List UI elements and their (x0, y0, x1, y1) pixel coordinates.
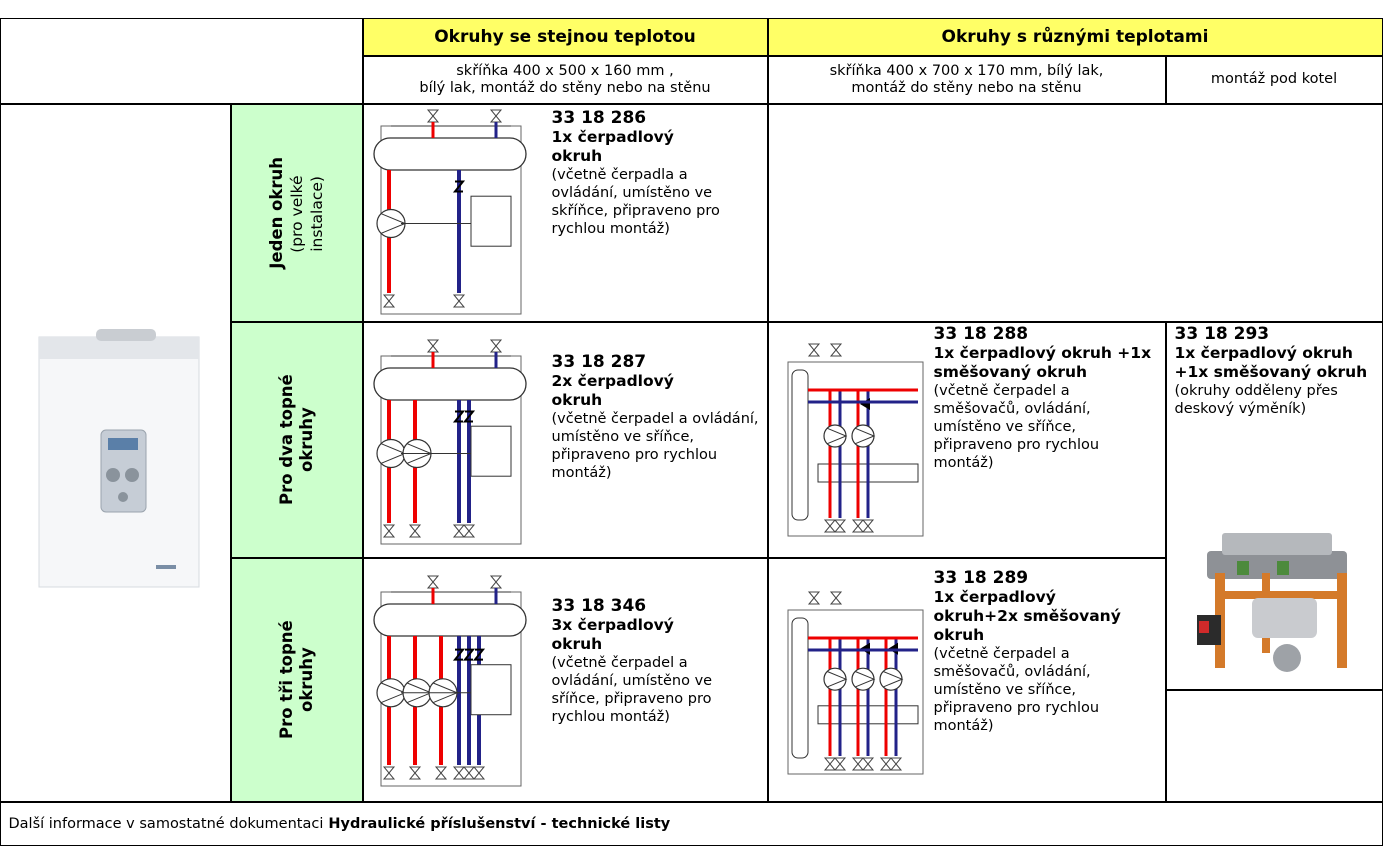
product-code: 33 18 287 (552, 353, 762, 372)
row-label-cell: Pro dva topné okruhy (231, 322, 363, 558)
schematic (778, 588, 928, 778)
note-line: bílý lak, montáž do stěny nebo na stěnu (419, 80, 710, 97)
product-description: (včetně čerpadel a směšovačů, ovládání, … (934, 645, 1159, 735)
pump (824, 425, 846, 447)
row-label: Pro dva topné okruhy (277, 365, 317, 515)
product-cell: 33 18 293 1x čerpadlový okruh +1x směšov… (1166, 322, 1383, 690)
page: Okruhy se stejnou teplotou Okruhy s různ… (0, 0, 1385, 848)
product-description: (včetně čerpadel a ovládání, umístěno ve… (552, 654, 757, 726)
boiler-image (1, 105, 232, 803)
control-box (471, 196, 511, 246)
product-title: 1x čerpadlový okruh+2x směšovaný okruh (934, 588, 1134, 645)
pump (852, 668, 874, 690)
footer-text: Další informace v samostatné dokumentaci (9, 816, 324, 832)
row-label-cell: Pro tři topné okruhy (231, 558, 363, 802)
valve (809, 344, 819, 356)
product-title: 3x čerpadlový okruh (552, 616, 702, 654)
product-title: 2x čerpadlový okruh (552, 372, 702, 410)
control-box (471, 426, 511, 476)
product: 33 18 288 1x čerpadlový okruh +1x směšov… (934, 325, 1164, 472)
product-code: 33 18 288 (934, 325, 1164, 344)
pump (824, 668, 846, 690)
product: 33 18 286 1x čerpadlový okruh (včetně če… (552, 109, 752, 238)
control-box (471, 665, 511, 715)
valve (491, 576, 501, 588)
schematic (371, 338, 531, 548)
valve (831, 344, 841, 356)
pump (852, 425, 874, 447)
product-code: 33 18 289 (934, 569, 1164, 588)
footer-link-text: Hydraulické příslušenství - technické li… (328, 816, 670, 832)
product-photo (1167, 323, 1384, 691)
empty-cell (1166, 690, 1383, 802)
valve (491, 110, 501, 122)
product: 33 18 287 2x čerpadlový okruh (včetně če… (552, 353, 762, 482)
product-title: 1x čerpadlový okruh (552, 128, 702, 166)
note-line: skříňka 400 x 700 x 170 mm, bílý lak, (830, 63, 1104, 80)
header-diff-temp: Okruhy s různými teplotami (768, 18, 1383, 56)
note-line: skříňka 400 x 500 x 160 mm , (456, 63, 673, 80)
same-temp-note: skříňka 400 x 500 x 160 mm , bílý lak, m… (363, 56, 768, 104)
valve (428, 110, 438, 122)
valve (428, 340, 438, 352)
under-boiler-note: montáž pod kotel (1166, 56, 1383, 104)
empty-cell (768, 104, 1383, 322)
product-code: 33 18 346 (552, 597, 762, 616)
row-label: Jeden okruh (267, 157, 287, 269)
valve (809, 592, 819, 604)
schematic (371, 108, 531, 318)
valve (831, 592, 841, 604)
schematic (778, 340, 928, 540)
note-line: montáž do stěny nebo na stěnu (851, 80, 1081, 97)
product-description: (včetně čerpadla a ovládání, umístěno ve… (552, 166, 727, 238)
row-label-note: (pro velké instalace) (287, 158, 327, 268)
header-tank (374, 368, 526, 400)
row-label-cell: Jeden okruh(pro velké instalace) (231, 104, 363, 322)
header-tank (374, 138, 526, 170)
product-description: (včetně čerpadel a směšovačů, ovládání, … (934, 382, 1159, 472)
row-label: Pro tři topné okruhy (277, 605, 317, 755)
product: 33 18 289 1x čerpadlový okruh+2x směšova… (934, 569, 1164, 735)
product-description: (včetně čerpadel a ovládání, umístěno ve… (552, 410, 762, 482)
header-same-temp: Okruhy se stejnou teplotou (363, 18, 768, 56)
pump (880, 668, 902, 690)
valve (428, 576, 438, 588)
corner-cell (0, 18, 363, 104)
product-title: 1x čerpadlový okruh +1x směšovaný okruh (934, 344, 1159, 382)
footer: Další informace v samostatné dokumentaci… (0, 802, 1383, 846)
product-code: 33 18 286 (552, 109, 752, 128)
separator (792, 618, 808, 758)
diff-temp-note: skříňka 400 x 700 x 170 mm, bílý lak, mo… (768, 56, 1166, 104)
product: 33 18 346 3x čerpadlový okruh (včetně če… (552, 597, 762, 726)
separator (792, 370, 808, 520)
valve (491, 340, 501, 352)
header-tank (374, 604, 526, 636)
schematic (371, 574, 531, 790)
note-line: montáž pod kotel (1211, 71, 1337, 88)
boiler-cell (0, 104, 231, 802)
